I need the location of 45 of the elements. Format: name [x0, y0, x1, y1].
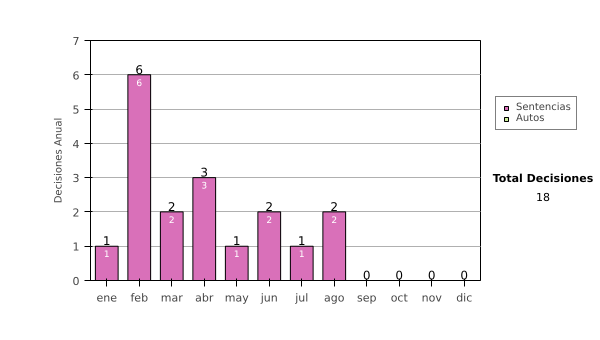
y-tick-label: 5	[72, 104, 80, 117]
x-tick-label: ago	[324, 292, 345, 304]
total-label: 2	[168, 200, 176, 214]
x-tick-label: jul	[294, 292, 308, 304]
total-label: 1	[232, 234, 241, 248]
y-tick-label: 1	[72, 240, 80, 254]
total-label: 0	[362, 268, 371, 282]
total-label: 1	[102, 234, 111, 248]
x-tick-label: oct	[390, 292, 408, 304]
total-label: 2	[265, 200, 274, 214]
data-label: 2	[331, 216, 338, 226]
data-label: 3	[201, 182, 208, 192]
data-label: 2	[168, 216, 175, 226]
x-tick-label: may	[224, 292, 250, 304]
y-tick-label: 3	[72, 172, 80, 186]
y-axis-title: Decisiones Anual	[54, 118, 64, 204]
x-tick-label: feb	[130, 292, 148, 304]
y-tick-label: 2	[72, 206, 80, 220]
x-tick-label: abr	[195, 292, 214, 304]
total-label: 0	[460, 268, 468, 282]
y-tick-label: 0	[72, 275, 80, 288]
text: 18	[536, 191, 550, 204]
data-label: 1	[104, 250, 110, 260]
data-label: 2	[266, 216, 272, 226]
x-tick-label: sep	[357, 292, 377, 304]
x-tick-label: nov	[422, 292, 442, 304]
total-label: 3	[200, 166, 208, 180]
total-label: 1	[298, 234, 306, 248]
total-label: 2	[330, 200, 338, 214]
legend-label: Sentencias	[516, 102, 571, 113]
data-label: 1	[234, 250, 240, 260]
x-tick-label: mar	[160, 292, 184, 304]
total-label: 0	[428, 268, 436, 282]
x-tick-label: jun	[260, 292, 278, 304]
legend-label: Autos	[516, 113, 544, 124]
data-label: 6	[136, 78, 142, 89]
y-tick-label: 4	[72, 138, 80, 151]
x-tick-label: ene	[96, 292, 118, 304]
y-tick-label: 6	[72, 69, 80, 82]
y-tick-label: 7	[72, 35, 80, 48]
total-label: 6	[135, 62, 144, 77]
text: Total Decisiones	[492, 172, 594, 185]
data-label: 1	[298, 250, 305, 260]
x-tick-label: dic	[456, 292, 472, 304]
total-label: 0	[395, 268, 404, 282]
